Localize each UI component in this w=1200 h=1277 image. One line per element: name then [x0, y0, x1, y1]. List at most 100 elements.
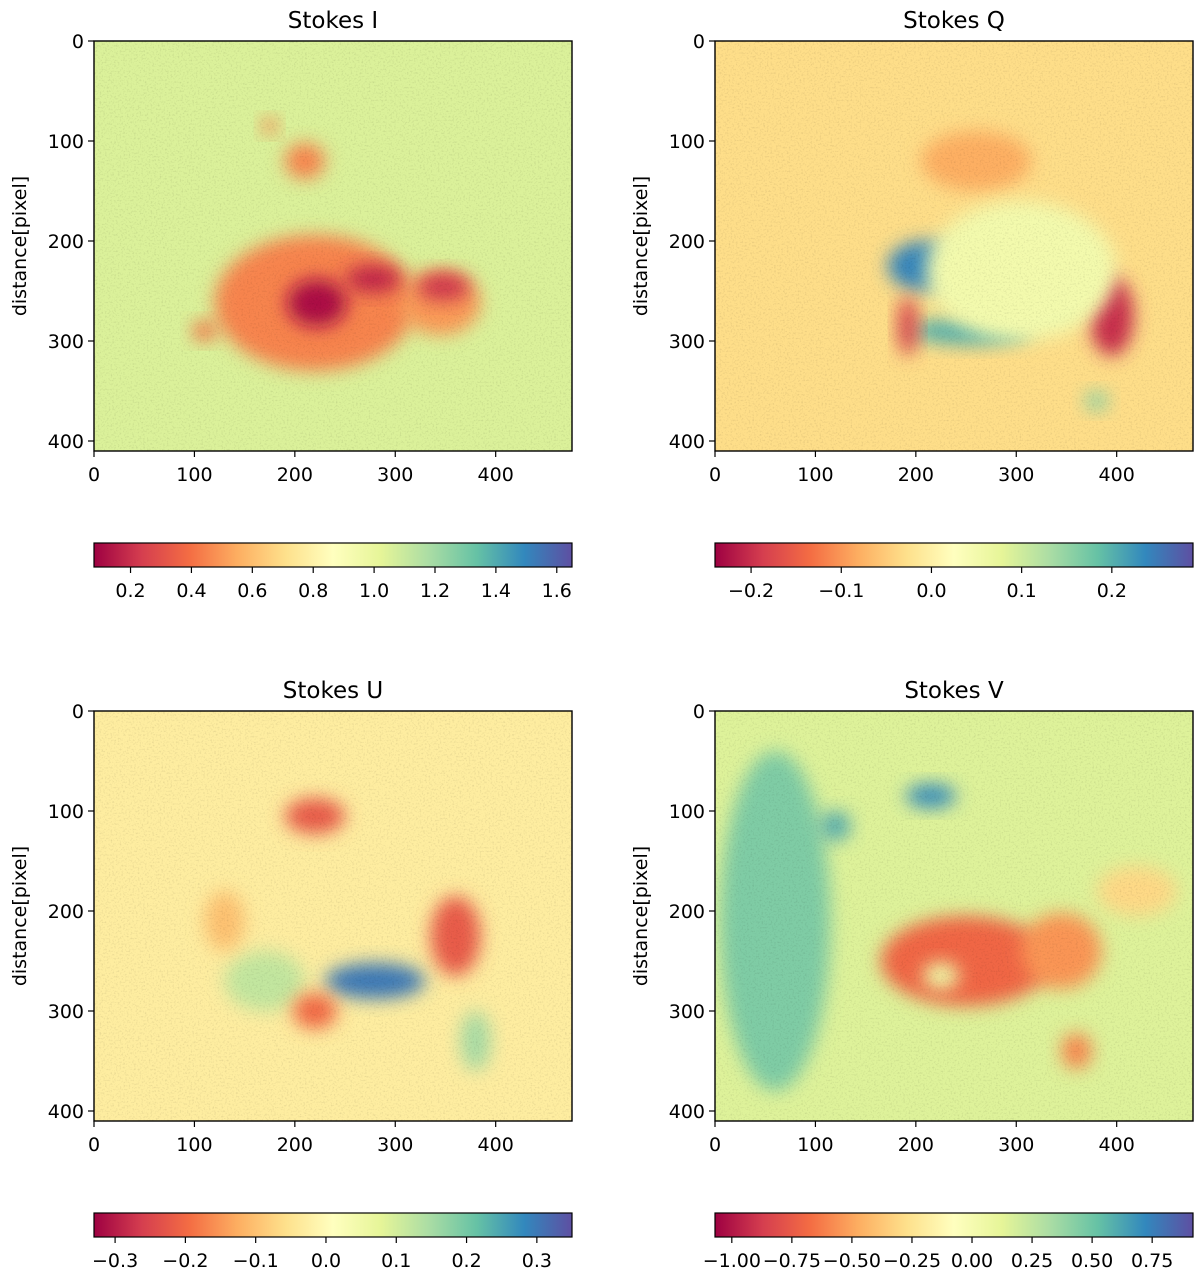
colorbar-tick-label: −0.75: [763, 1250, 821, 1272]
colorbar-tick-label: −0.2: [728, 580, 774, 602]
y-tick-label: 300: [669, 1001, 705, 1023]
x-tick-label: 0: [709, 464, 721, 486]
colorbar-tick-label: −0.1: [233, 1250, 279, 1272]
x-tick-label: 400: [1099, 464, 1135, 486]
colorbar-tick-label: 0.50: [1071, 1250, 1113, 1272]
x-tick-label: 100: [176, 464, 212, 486]
colorbar-tick-label: 0.1: [381, 1250, 411, 1272]
panel-title: Stokes V: [904, 678, 1004, 704]
colorbar-gradient: [714, 542, 1194, 568]
y-axis-label: distance[pixel]: [630, 846, 652, 986]
colorbar-tick-label: 1.2: [420, 580, 450, 602]
x-tick-label: 0: [88, 1134, 100, 1156]
colorbar: −0.3 −0.2 −0.1 0.0 0.1 0.2 0.3: [92, 1212, 573, 1272]
x-tick-label: 200: [277, 464, 313, 486]
y-tick-label: 200: [669, 901, 705, 923]
x-tick-label: 400: [1099, 1134, 1135, 1156]
colorbar-tick-label: −0.50: [823, 1250, 881, 1272]
heatmap-image: [715, 41, 1193, 451]
colorbar-tick-label: 0.4: [176, 580, 206, 602]
colorbar-ticks: 0.2 0.4 0.6 0.8 1.0 1.2 1.4 1.6: [115, 567, 572, 602]
heatmap-texture: [94, 711, 572, 1121]
heatmap-image: [94, 41, 572, 451]
colorbar-tick-label: −0.3: [92, 1250, 138, 1272]
panel-title: Stokes Q: [903, 8, 1005, 34]
x-tick-label: 200: [898, 1134, 934, 1156]
colorbar-ticks: −0.3 −0.2 −0.1 0.0 0.1 0.2 0.3: [92, 1237, 552, 1272]
y-tick-label: 0: [72, 31, 84, 53]
colorbar-tick-label: −0.25: [883, 1250, 941, 1272]
y-tick-label: 0: [693, 701, 705, 723]
x-tick-label: 100: [797, 1134, 833, 1156]
y-tick-label: 200: [48, 231, 84, 253]
x-tick-label: 0: [88, 464, 100, 486]
colorbar-tick-label: −1.00: [703, 1250, 761, 1272]
heatmap-texture: [715, 41, 1193, 451]
colorbar-tick-label: 0.2: [1097, 580, 1127, 602]
y-axis-label: distance[pixel]: [630, 176, 652, 316]
colorbar-tick-label: 0.75: [1131, 1250, 1173, 1272]
colorbar-tick-label: 0.0: [311, 1250, 341, 1272]
colorbar-tick-label: 1.0: [359, 580, 389, 602]
y-tick-label: 0: [72, 701, 84, 723]
axes-frame: [714, 710, 1194, 1122]
x-tick-label: 100: [797, 464, 833, 486]
colorbar-gradient: [93, 1212, 573, 1238]
x-tick-label: 200: [277, 1134, 313, 1156]
colorbar-ticks: −1.00 −0.75 −0.50 −0.25 0.00 0.25 0.50 0.75: [703, 1237, 1173, 1272]
y-tick-label: 400: [669, 431, 705, 453]
x-tick-label: 200: [898, 464, 934, 486]
heatmap-image: [94, 711, 572, 1121]
colorbar-tick-label: 0.2: [451, 1250, 481, 1272]
heatmap-texture: [715, 711, 1193, 1121]
y-axis-label: distance[pixel]: [9, 176, 31, 316]
axes-frame: [714, 40, 1194, 452]
colorbar-ticks: −0.2 −0.1 0.0 0.1 0.2: [728, 567, 1127, 602]
colorbar: −1.00 −0.75 −0.50 −0.25 0.00 0.25 0.50 0.75: [703, 1212, 1194, 1272]
panel-title: Stokes U: [283, 678, 383, 704]
colorbar-gradient: [714, 1212, 1194, 1238]
colorbar-tick-label: 0.2: [115, 580, 145, 602]
y-axis-label: distance[pixel]: [9, 846, 31, 986]
heatmap-image: [715, 711, 1193, 1121]
x-tick-label: 100: [176, 1134, 212, 1156]
x-tick-label: 400: [478, 1134, 514, 1156]
x-tick-label: 0: [709, 1134, 721, 1156]
colorbar-gradient: [93, 542, 573, 568]
y-tick-label: 200: [669, 231, 705, 253]
axes-frame: [93, 710, 573, 1122]
y-tick-label: 300: [48, 1001, 84, 1023]
x-tick-label: 400: [478, 464, 514, 486]
y-tick-label: 300: [48, 331, 84, 353]
y-tick-label: 300: [669, 331, 705, 353]
x-tick-label: 300: [377, 464, 413, 486]
colorbar-tick-label: 0.6: [237, 580, 267, 602]
y-tick-label: 400: [48, 1101, 84, 1123]
y-tick-label: 200: [48, 901, 84, 923]
colorbar-tick-label: −0.1: [818, 580, 864, 602]
colorbar-tick-label: −0.2: [162, 1250, 208, 1272]
colorbar-tick-label: 0.1: [1007, 580, 1037, 602]
y-tick-label: 100: [48, 131, 84, 153]
colorbar-tick-label: 1.4: [481, 580, 511, 602]
x-tick-label: 300: [377, 1134, 413, 1156]
colorbar-tick-label: 0.00: [951, 1250, 993, 1272]
colorbar-tick-label: 0.8: [298, 580, 328, 602]
colorbar-tick-label: 0.25: [1011, 1250, 1053, 1272]
x-tick-label: 300: [998, 1134, 1034, 1156]
panel-title: Stokes I: [288, 8, 378, 34]
axes-frame: [93, 40, 573, 452]
y-tick-label: 0: [693, 31, 705, 53]
y-tick-label: 100: [669, 131, 705, 153]
colorbar-tick-label: 0.3: [522, 1250, 552, 1272]
y-tick-label: 100: [669, 801, 705, 823]
colorbar: −0.2 −0.1 0.0 0.1 0.2: [714, 542, 1194, 602]
colorbar-tick-label: 1.6: [542, 580, 572, 602]
